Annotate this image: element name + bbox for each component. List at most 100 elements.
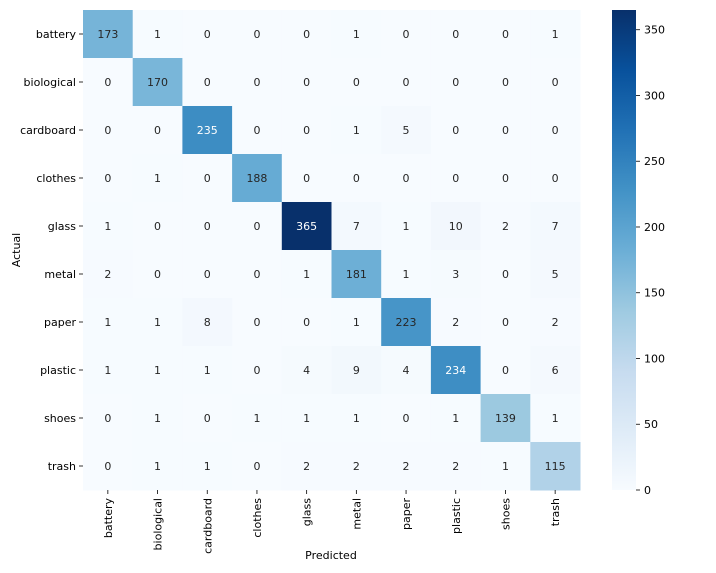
heatmap-cell [232,394,283,443]
y-tick-label: metal [44,268,76,281]
heatmap-cell [480,442,531,491]
cell-annotations: 173 1 0 0 0 1 0 0 0 10 170 0 0 0 0 0 0 0 00 0 235 0 0 1 5 0 0 00 1 0 1… [97,28,565,473]
cell-value-label: 0 [303,124,310,137]
heatmap-cell [132,106,183,155]
heatmap-cell [530,58,581,107]
heatmap-cell [132,250,183,299]
heatmap-cell [331,298,382,347]
x-tick-label: battery [102,498,115,539]
y-tick-label: shoes [44,412,76,425]
cell-value-label: 0 [253,364,260,377]
y-tick-label: trash [48,460,76,473]
heatmap-cell [232,106,283,155]
cell-value-label: 1 [154,364,161,377]
colorbar-tick-label: 350 [644,24,665,37]
cell-value-label: 0 [502,364,509,377]
x-tick-label: metal [350,498,363,530]
colorbar-tick-label: 200 [644,221,665,234]
heatmap-cell [331,58,382,107]
heatmap-cell [182,346,233,395]
cell-value-label: 0 [253,220,260,233]
heatmap-cell [381,394,432,443]
cell-value-label: 0 [353,172,360,185]
cell-value-label: 139 [495,412,516,425]
y-tick-label: glass [48,220,77,233]
heatmap-cell [132,202,183,251]
cell-value-label: 0 [253,28,260,41]
cell-value-label: 0 [452,28,459,41]
cell-value-label: 1 [154,28,161,41]
cell-value-label: 181 [346,268,367,281]
cell-value-label: 0 [403,412,410,425]
heatmap-cell [232,298,283,347]
heatmap-cell [331,442,382,491]
cell-value-label: 10 [449,220,463,233]
cell-value-label: 0 [303,28,310,41]
heatmap-cell [182,298,233,347]
colorbar-ticks: 0 50 100 150 200 250 300 350 [636,24,665,497]
cell-value-label: 1 [303,412,310,425]
heatmap-cell [281,58,332,107]
heatmap-cell [381,442,432,491]
cell-value-label: 170 [147,76,168,89]
heatmap-cell [83,106,134,155]
cell-value-label: 2 [452,460,459,473]
cell-value-label: 1 [353,412,360,425]
cell-value-label: 1 [353,124,360,137]
cell-value-label: 0 [204,412,211,425]
y-tick-label: paper [44,316,76,329]
y-tick-label: plastic [40,364,76,377]
heatmap-cell [331,346,382,395]
heatmap-cell [331,10,382,59]
heatmap-cell [132,346,183,395]
cell-value-label: 1 [104,220,111,233]
cell-value-label: 115 [545,460,566,473]
heatmap-cell [83,202,134,251]
cell-value-label: 0 [253,268,260,281]
cell-value-label: 0 [104,412,111,425]
heatmap-cell [331,250,382,299]
heatmap-cell [232,10,283,59]
heatmap-cell [281,106,332,155]
cell-value-label: 1 [502,460,509,473]
cell-value-label: 0 [253,316,260,329]
y-tick-label: battery [36,28,77,41]
cell-value-label: 0 [303,316,310,329]
heatmap-cell [381,58,432,107]
y-tick-label: clothes [36,172,76,185]
heatmap-cell [182,154,233,203]
cell-value-label: 0 [204,268,211,281]
heatmap-cell [430,442,482,491]
heatmap-cell [132,298,183,347]
cell-value-label: 235 [197,124,218,137]
heatmap-cell [530,346,581,395]
heatmap-cell [530,106,581,155]
cell-value-label: 0 [154,268,161,281]
cell-value-label: 0 [303,172,310,185]
cell-value-label: 1 [253,412,260,425]
heatmap-cell [480,394,531,443]
x-tick-label: plastic [450,498,463,534]
cell-value-label: 0 [154,220,161,233]
x-tick-label: paper [400,498,413,530]
heatmap-cells [83,10,581,491]
cell-value-label: 1 [154,412,161,425]
heatmap-cell [232,202,283,251]
cell-value-label: 0 [204,28,211,41]
cell-value-label: 0 [104,172,111,185]
heatmap-cell [232,154,283,203]
heatmap-cell [430,250,482,299]
cell-value-label: 1 [204,460,211,473]
cell-value-label: 8 [204,316,211,329]
cell-value-label: 1 [552,412,559,425]
heatmap-cell [381,250,432,299]
cell-value-label: 0 [104,124,111,137]
cell-value-label: 1 [204,364,211,377]
cell-value-label: 0 [204,172,211,185]
x-tick-label: clothes [251,498,264,538]
heatmap-cell [430,394,482,443]
heatmap-cell [182,442,233,491]
heatmap-cell [182,202,233,251]
heatmap-cell [182,250,233,299]
